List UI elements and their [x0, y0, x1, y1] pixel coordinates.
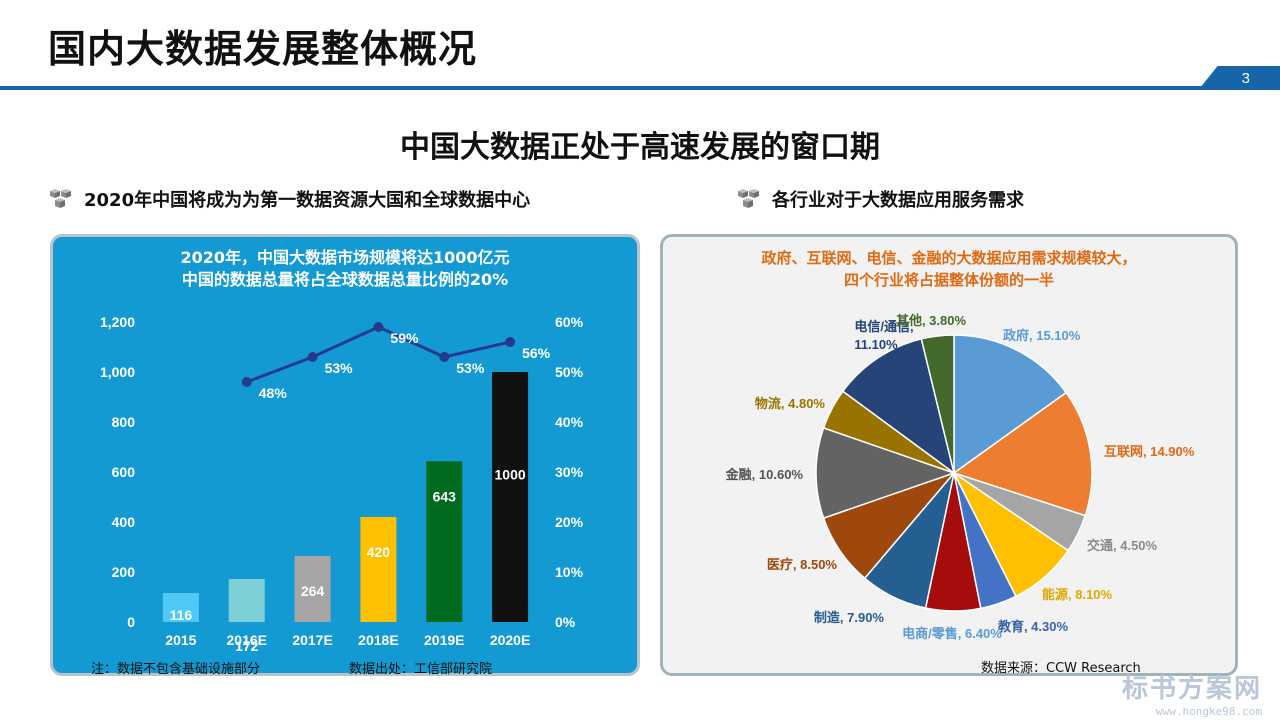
y-left-tick-label: 0	[127, 614, 135, 630]
x-tick-label: 2020E	[490, 632, 530, 648]
y-right-tick-label: 40%	[555, 414, 584, 430]
bar-2020E	[492, 372, 529, 622]
pie-label: 交通, 4.50%	[1087, 538, 1158, 553]
pie-label: 11.10%	[854, 337, 898, 352]
pie-slice-其他	[920, 334, 955, 474]
share-point	[241, 377, 252, 387]
y-left-tick-label: 1,000	[100, 364, 135, 380]
right-section-heading-text: 各行业对于大数据应用服务需求	[772, 190, 1024, 211]
share-point	[505, 337, 516, 347]
bar-value-label: 420	[367, 544, 391, 560]
bar-2015	[162, 593, 199, 622]
market-chart-title: 2020年，中国大数据市场规模将达1000亿元 中国的数据总量将占全球数据总量比…	[53, 247, 637, 291]
page-number: 3	[1241, 70, 1250, 87]
pie-slice-政府	[953, 334, 1068, 475]
x-tick-label: 2019E	[424, 632, 464, 648]
bar-value-label: 172	[235, 638, 259, 654]
pie-slice-电信/通信	[841, 338, 956, 475]
page-title: 国内大数据发展整体概况	[48, 27, 478, 71]
y-left-tick-label: 200	[112, 564, 136, 580]
bar-value-label: 116	[170, 607, 193, 623]
bar-value-label: 264	[301, 583, 325, 599]
market-chart-title-line1: 2020年，中国大数据市场规模将达1000亿元	[180, 248, 510, 267]
bar-2019E	[426, 461, 463, 622]
left-section-heading-text: 2020年中国将成为为第一数据资源大国和全球数据中心	[84, 190, 531, 211]
market-chart-title-line2: 中国的数据总量将占全球数据总量比例的20%	[181, 270, 509, 289]
y-right-tick-label: 0%	[555, 614, 576, 630]
x-tick-label: 2018E	[358, 632, 398, 648]
pie-label: 电信/通信,	[854, 319, 913, 334]
industry-chart-title: 政府、互联网、电信、金融的大数据应用需求规模较大， 四个行业将占据整体份额的一半	[663, 247, 1235, 291]
share-label: 56%	[522, 345, 551, 361]
pie-label: 物流, 4.80%	[755, 396, 826, 411]
right-section-heading: 各行业对于大数据应用服务需求	[736, 186, 1024, 212]
slide-subtitle: 中国大数据正处于高速发展的窗口期	[400, 130, 880, 165]
pie-slice-金融	[815, 426, 957, 520]
market-size-chart-panel: 2020年，中国大数据市场规模将达1000亿元 中国的数据总量将占全球数据总量比…	[50, 234, 640, 677]
bar-2017E	[294, 556, 331, 622]
pie-label: 制造, 7.90%	[814, 610, 885, 625]
y-left-tick-label: 1,200	[100, 314, 135, 330]
pie-label: 互联网, 14.90%	[1104, 444, 1195, 459]
chart-note: 注：数据不包含基础设施部分	[91, 662, 261, 677]
left-section-heading: 2020年中国将成为为第一数据资源大国和全球数据中心	[48, 186, 530, 212]
pie-label: 金融, 10.60%	[725, 467, 804, 482]
share-label: 53%	[456, 360, 485, 376]
y-right-tick-label: 50%	[555, 364, 584, 380]
cubes-icon	[738, 189, 759, 208]
watermark-name: 标书方案网	[1121, 674, 1262, 704]
header-rule	[0, 86, 1280, 90]
pie-label: 政府, 15.10%	[1003, 328, 1081, 343]
pie-label: 能源, 8.10%	[1042, 587, 1113, 602]
industry-chart-title-line1: 政府、互联网、电信、金融的大数据应用需求规模较大，	[761, 249, 1137, 267]
pie-label: 医疗, 8.50%	[767, 557, 838, 572]
industry-demand-chart-panel: 政府、互联网、电信、金融的大数据应用需求规模较大， 四个行业将占据整体份额的一半…	[660, 234, 1238, 676]
market-size-chart: 0 200 400 600 800 1,000 1,200 0% 10% 20% 30% 40% 50%…	[100, 314, 584, 654]
y-left-tick-label: 600	[112, 464, 136, 480]
industry-chart-title-line2: 四个行业将占据整体份额的一半	[843, 271, 1054, 289]
chart-source: 数据出处：工信部研究院	[349, 662, 493, 677]
y-left-tick-label: 800	[112, 414, 136, 430]
pie-label: 电商/零售, 6.40%	[902, 626, 1002, 641]
share-point	[439, 352, 450, 362]
share-point	[307, 352, 318, 362]
watermark: 标书方案网 www.hongke98.com	[1122, 668, 1262, 718]
pie-label: 教育, 4.30%	[997, 619, 1069, 634]
share-point	[373, 322, 384, 332]
x-tick-label: 2017E	[292, 632, 332, 648]
page-number-tab	[1200, 66, 1280, 88]
y-right-tick-label: 30%	[555, 464, 584, 480]
cubes-icon	[50, 189, 71, 208]
share-label: 53%	[325, 360, 354, 376]
bar-value-label: 643	[433, 488, 457, 504]
share-label: 48%	[259, 385, 288, 401]
industry-pie-chart: 政府, 15.10% 互联网, 14.90% 交通, 4.50% 能源, 8.10% 教…	[725, 313, 1195, 641]
bar-value-label: 1000	[495, 467, 526, 483]
pie-slice-互联网	[952, 391, 1093, 517]
x-tick-label: 2016E	[227, 632, 267, 648]
pie-source: 数据来源：CCW Research	[981, 661, 1141, 676]
watermark-url: www.hongke98.com	[1156, 705, 1262, 718]
pie-label: 其他, 3.80%	[896, 313, 967, 328]
share-label: 59%	[390, 330, 419, 346]
y-right-tick-label: 60%	[555, 314, 584, 330]
x-tick-label: 2015	[165, 632, 196, 648]
y-right-tick-label: 20%	[555, 514, 584, 530]
bar-2018E	[360, 517, 397, 622]
y-right-tick-label: 10%	[555, 564, 584, 580]
bar-2016E	[228, 579, 265, 622]
y-left-tick-label: 400	[112, 514, 136, 530]
